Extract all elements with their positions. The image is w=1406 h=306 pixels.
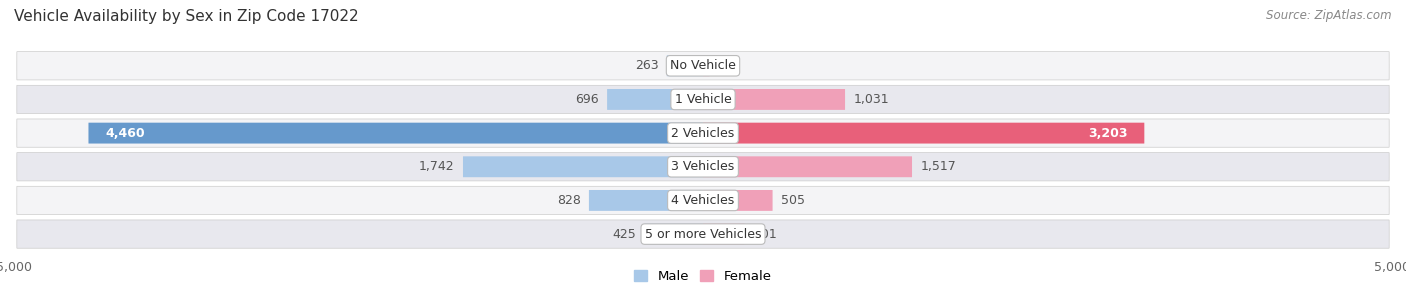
FancyBboxPatch shape bbox=[703, 224, 744, 244]
FancyBboxPatch shape bbox=[607, 89, 703, 110]
Text: Source: ZipAtlas.com: Source: ZipAtlas.com bbox=[1267, 9, 1392, 22]
Legend: Male, Female: Male, Female bbox=[628, 265, 778, 289]
Text: 3,203: 3,203 bbox=[1088, 127, 1128, 140]
FancyBboxPatch shape bbox=[703, 190, 772, 211]
FancyBboxPatch shape bbox=[463, 156, 703, 177]
FancyBboxPatch shape bbox=[17, 220, 1389, 248]
FancyBboxPatch shape bbox=[17, 85, 1389, 114]
Text: 301: 301 bbox=[752, 228, 776, 241]
Text: 1,517: 1,517 bbox=[921, 160, 956, 173]
Text: 1 Vehicle: 1 Vehicle bbox=[675, 93, 731, 106]
Text: 4,460: 4,460 bbox=[105, 127, 145, 140]
FancyBboxPatch shape bbox=[17, 52, 1389, 80]
FancyBboxPatch shape bbox=[589, 190, 703, 211]
Text: 47: 47 bbox=[717, 59, 734, 72]
Text: 3 Vehicles: 3 Vehicles bbox=[672, 160, 734, 173]
Text: No Vehicle: No Vehicle bbox=[671, 59, 735, 72]
Text: 696: 696 bbox=[575, 93, 599, 106]
Text: 1,031: 1,031 bbox=[853, 93, 889, 106]
FancyBboxPatch shape bbox=[89, 123, 703, 144]
Text: 425: 425 bbox=[613, 228, 636, 241]
Text: 4 Vehicles: 4 Vehicles bbox=[672, 194, 734, 207]
Text: 828: 828 bbox=[557, 194, 581, 207]
Text: 2 Vehicles: 2 Vehicles bbox=[672, 127, 734, 140]
FancyBboxPatch shape bbox=[703, 156, 912, 177]
Text: 505: 505 bbox=[780, 194, 804, 207]
FancyBboxPatch shape bbox=[666, 55, 703, 76]
Text: 1,742: 1,742 bbox=[419, 160, 454, 173]
FancyBboxPatch shape bbox=[17, 119, 1389, 147]
Text: 5 or more Vehicles: 5 or more Vehicles bbox=[645, 228, 761, 241]
FancyBboxPatch shape bbox=[17, 186, 1389, 215]
FancyBboxPatch shape bbox=[703, 89, 845, 110]
Text: 263: 263 bbox=[636, 59, 658, 72]
FancyBboxPatch shape bbox=[644, 224, 703, 244]
FancyBboxPatch shape bbox=[703, 123, 1144, 144]
Text: Vehicle Availability by Sex in Zip Code 17022: Vehicle Availability by Sex in Zip Code … bbox=[14, 9, 359, 24]
FancyBboxPatch shape bbox=[17, 153, 1389, 181]
FancyBboxPatch shape bbox=[703, 55, 710, 76]
